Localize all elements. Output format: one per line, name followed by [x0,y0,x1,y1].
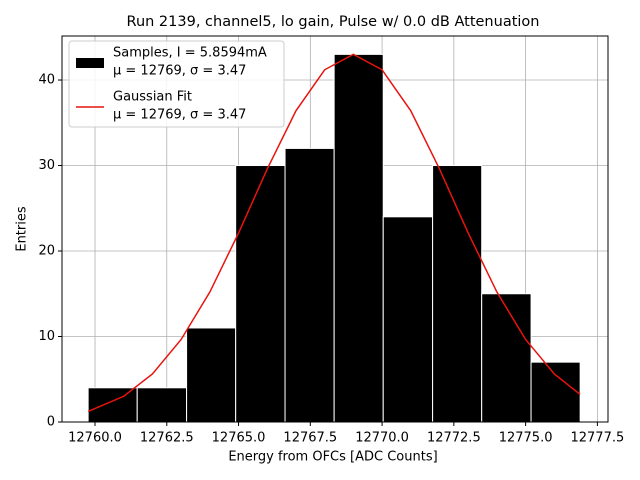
histogram-bar [481,293,532,423]
histogram-bar [284,147,335,423]
y-tick-label: 20 [38,244,55,259]
histogram-bar [432,165,483,423]
x-tick-label: 12770.0 [355,431,409,446]
legend-box [68,40,285,128]
chart-title: Run 2139, channel5, lo gain, Pulse w/ 0.… [127,14,540,30]
y-axis-label: Entries [15,206,30,252]
legend-swatch [76,58,104,68]
histogram-bar [87,387,138,423]
y-tick-label: 10 [38,329,55,344]
x-tick-label: 12772.5 [427,431,481,446]
x-tick-label: 12762.5 [140,431,194,446]
y-tick-label: 0 [47,415,55,430]
histogram-bar [382,216,434,423]
x-tick-label: 12767.5 [283,431,337,446]
legend-label: μ = 12769, σ = 3.47 [113,64,246,79]
histogram-bar [530,361,581,423]
histogram-bar [235,165,286,423]
x-axis-label: Energy from OFCs [ADC Counts] [228,450,437,465]
x-tick-label: 12765.0 [212,431,266,446]
fit-line [87,53,581,413]
x-tick-label: 12775.0 [499,431,553,446]
histogram-bar [136,387,188,423]
legend: Samples, I = 5.8594mA μ = 12769, σ = 3.47… [68,40,285,128]
legend-label: μ = 12769, σ = 3.47 [113,108,246,123]
y-tick-label: 30 [38,158,55,173]
x-tick-label: 12777.5 [570,431,624,446]
histogram-bar [333,53,384,423]
histogram-bar [186,327,237,423]
legend-label: Gaussian Fit [113,90,192,105]
plot-frame [61,35,609,423]
x-tick-label: 12760.0 [68,431,122,446]
legend-label: Samples, I = 5.8594mA [113,46,267,61]
y-tick-label: 40 [38,73,55,88]
